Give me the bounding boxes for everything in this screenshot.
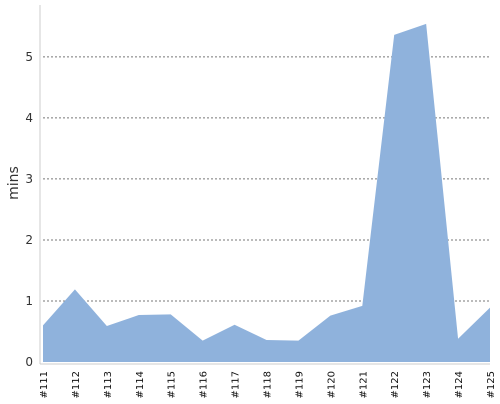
y-tick-label: 1 [25,294,33,308]
x-tick-label: #124 [454,371,465,398]
x-tick-label: #118 [263,371,274,398]
y-axis-label: mins [6,166,22,200]
area-layer [43,23,490,363]
x-tick-label: #112 [71,371,82,398]
y-tick-label: 2 [25,233,33,247]
x-tick-label: #121 [358,371,369,398]
y-tick-label: 4 [25,111,33,125]
x-tick-label: #125 [486,371,497,398]
y-tick-label: 5 [25,50,33,64]
x-tick-label: #116 [199,371,210,398]
area-series [43,23,490,363]
x-tick-label: #122 [390,371,401,398]
x-tick-label: #117 [231,371,242,398]
x-tick-label: #111 [39,371,50,398]
x-tick-label: #115 [167,371,178,398]
x-tick-label: #120 [326,371,337,398]
x-tick-label: #119 [294,371,305,398]
axis-layer [39,5,490,365]
y-tick-labels: 0 1 2 3 4 5 [25,50,33,369]
y-tick-label: 3 [25,172,33,186]
x-tick-label: #123 [422,371,433,398]
x-tick-label: #114 [135,371,146,398]
x-tick-label: #113 [103,371,114,398]
y-tick-label: 0 [25,355,33,369]
x-tick-labels: #111 #112 #113 #114 #115 #116 #117 #118 #119 #120… [39,371,497,398]
